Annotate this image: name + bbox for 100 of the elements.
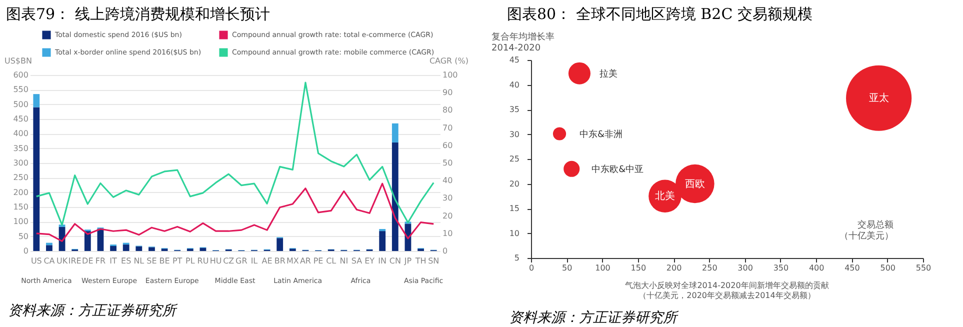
y-tick-label: 20 <box>509 179 520 188</box>
y2-tick-label: 100 <box>442 70 458 80</box>
x-tick-label: IT <box>110 256 118 266</box>
bar <box>276 238 284 251</box>
x-tick-label: 100 <box>595 264 610 272</box>
x-tick-label: 50 <box>562 264 572 272</box>
series-label: 西欧 <box>684 178 705 190</box>
x-tick-label: IL <box>250 256 258 266</box>
x-tick-label: TH <box>414 256 426 266</box>
y-tick-label: 350 <box>13 144 28 153</box>
x-tick-label: SN <box>428 256 440 266</box>
text: 气泡大小反映对全球2014-2020年间新增年交易额的贡献（十亿美元，2020年交易额减去2014年交易额） <box>625 281 829 300</box>
x-tick-label: SA <box>351 256 363 266</box>
y2-axis-title: CAGR (%) <box>429 56 468 66</box>
bar <box>379 231 386 251</box>
x-tick-label: PE <box>313 256 324 266</box>
y-tick-label: 100 <box>13 217 28 226</box>
series-label: 亚太 <box>868 92 889 104</box>
x-tick-label: PL <box>186 256 196 266</box>
y-tick-label: 15 <box>509 204 520 213</box>
chart-title: 图表80： 全球不同地区跨境 B2C 交易额规模 <box>507 5 812 23</box>
y-tick-label: 500 <box>13 100 28 109</box>
x-tick-label: FR <box>95 256 106 266</box>
series-label: 中东&非洲 <box>580 128 623 140</box>
y2-tick-label: 30 <box>442 194 453 203</box>
y-tick-label: 400 <box>13 129 28 138</box>
bar <box>84 231 91 251</box>
y-tick-label: 50 <box>18 232 28 241</box>
bar <box>46 245 52 251</box>
y-tick-label: 450 <box>13 114 28 124</box>
x-tick-label: US <box>30 256 42 266</box>
y-tick-label: 250 <box>13 173 28 182</box>
x-tick-label: HU <box>210 256 222 266</box>
x-tick-label: BE <box>159 256 170 266</box>
x-tick-label: RU <box>197 256 209 266</box>
y-tick-label: 300 <box>13 158 28 168</box>
x-tick-label: ES <box>121 256 132 266</box>
line-series <box>36 82 434 226</box>
x-tick-label: 450 <box>844 264 860 272</box>
x-tick-label: 150 <box>630 264 646 272</box>
y2-tick-label: 90 <box>442 88 453 98</box>
y-tick-label: 550 <box>13 85 28 94</box>
chart-title: 图表79： 线上跨境消费规模和增长预计 <box>6 5 270 23</box>
y-tick-label: 10 <box>509 228 520 238</box>
x-tick-label: 250 <box>702 264 718 272</box>
bar <box>33 94 40 108</box>
x-tick-label: 300 <box>738 264 753 272</box>
x-tick-label: 400 <box>808 264 824 272</box>
bar <box>110 246 116 251</box>
y-tick-label: 5 <box>514 254 520 262</box>
x-tick-label: MX <box>286 256 300 266</box>
y-tick-label: 45 <box>509 56 520 64</box>
x-tick-label: AR <box>300 256 312 266</box>
x-tick-label: UK <box>56 256 68 266</box>
x-tick-label: NI <box>340 256 348 266</box>
y-axis-title: US$BN <box>4 56 32 66</box>
x-tick-label: 500 <box>880 264 896 272</box>
bar <box>392 123 398 142</box>
y-tick-label: 600 <box>13 70 28 80</box>
x-tick-label: 350 <box>773 264 789 272</box>
x-tick-label: JP <box>403 256 412 266</box>
y2-tick-label: 80 <box>442 106 453 115</box>
y2-tick-label: 60 <box>442 140 453 150</box>
y-tick-label: 0 <box>23 246 28 256</box>
x-tick-label: IRE <box>68 256 82 266</box>
x-tick-label: NL <box>134 256 145 266</box>
x-tick-label: 200 <box>666 264 682 272</box>
y2-tick-label: 10 <box>442 228 453 238</box>
y-tick-label: 35 <box>509 105 520 114</box>
x-tick-label: 550 <box>916 264 932 272</box>
x-tick-label: BR <box>274 256 286 266</box>
y-tick-label: 30 <box>509 130 520 139</box>
x-tick-label: CL <box>326 256 337 266</box>
line-series <box>36 182 434 242</box>
bar <box>33 107 40 251</box>
y2-tick-label: 20 <box>442 211 453 220</box>
x-tick-label: GR <box>236 256 248 266</box>
series-label: 北美 <box>654 190 675 202</box>
x-tick-label: AE <box>262 256 272 266</box>
bar <box>122 244 130 251</box>
bar <box>392 142 398 251</box>
x-tick-label: PT <box>172 256 182 266</box>
series-label: 中东欧&中亚 <box>592 164 644 175</box>
x-axis-title: 交易总额（十亿美元） <box>840 220 894 242</box>
y2-tick-label: 50 <box>442 158 453 168</box>
y-tick-label: 150 <box>13 202 28 212</box>
x-tick-label: EY <box>364 256 375 266</box>
y-axis-title: 复合年均增长率 2014-2020 <box>492 32 554 54</box>
bar <box>148 247 155 251</box>
y-tick-label: 25 <box>509 154 520 164</box>
y2-tick-label: 70 <box>442 123 453 132</box>
x-tick-label: DE <box>82 256 94 266</box>
text: 资料来源：方正证券研究所 <box>509 310 679 326</box>
x-tick-label: CN <box>389 256 401 266</box>
y-tick-label: 40 <box>509 80 520 90</box>
x-tick-label: SE <box>146 256 157 266</box>
text: 资料来源：方正证券研究所 <box>8 303 178 319</box>
x-tick-label: IN <box>378 256 387 266</box>
bar <box>136 246 142 251</box>
y2-tick-label: 0 <box>442 246 448 256</box>
